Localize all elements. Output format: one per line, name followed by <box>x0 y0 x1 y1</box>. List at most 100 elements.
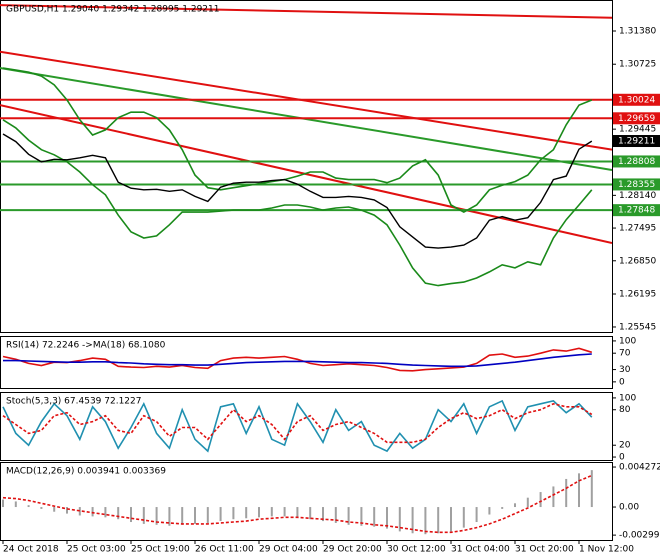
histogram-bar <box>462 507 465 528</box>
histogram-bar <box>398 507 401 532</box>
level-label-box <box>613 155 660 168</box>
histogram-bar <box>40 507 43 509</box>
series-line <box>2 133 593 249</box>
level-label: 1.29659 <box>618 114 655 124</box>
histogram-bar <box>155 507 158 525</box>
histogram-bar <box>142 507 145 524</box>
histogram-bar <box>501 507 504 509</box>
x-tick-label: 31 Oct 20:00 <box>515 545 574 555</box>
histogram-bar <box>219 507 222 522</box>
panel-frame <box>0 392 613 461</box>
y-tick-label: 1.30725 <box>619 60 656 70</box>
histogram-bar <box>14 501 17 508</box>
level-label-box <box>613 204 660 217</box>
level-label: 1.28355 <box>618 180 655 190</box>
histogram-bar <box>565 478 568 508</box>
y-tick-label: 1.28140 <box>619 191 656 201</box>
level-label: 1.27848 <box>618 206 655 216</box>
panel-frame <box>0 0 613 333</box>
y-tick-label: 80 <box>619 405 631 415</box>
panel-title: MACD(12,26,9) 0.003941 0.003369 <box>6 467 166 477</box>
y-tick-label: 1.27495 <box>619 224 656 234</box>
y-tick-label: 70 <box>619 349 631 359</box>
histogram-bar <box>117 507 120 520</box>
x-tick-label: 29 Oct 20:00 <box>323 545 382 555</box>
histogram-bar <box>270 507 273 517</box>
y-tick-label: 30 <box>619 365 631 375</box>
level-label: 1.30024 <box>618 95 655 105</box>
histogram-bar <box>2 499 4 508</box>
y-tick-label: 100 <box>619 393 636 403</box>
x-tick-label: 24 Oct 2018 <box>3 545 59 555</box>
y-tick-label: 1.31380 <box>619 26 656 36</box>
histogram-bar <box>539 492 542 508</box>
histogram-bar <box>78 507 81 516</box>
series-line <box>2 474 593 534</box>
x-tick-label: 25 Oct 19:00 <box>131 545 190 555</box>
y-tick-label: 0 <box>619 453 625 463</box>
histogram-bar <box>322 507 324 522</box>
histogram-bar <box>475 507 478 523</box>
histogram-bar <box>206 507 209 523</box>
histogram-bar <box>552 486 555 508</box>
series-line <box>3 353 592 368</box>
x-tick-label: 31 Oct 04:00 <box>451 545 510 555</box>
histogram-bar <box>424 507 427 535</box>
level-label-box <box>613 178 660 191</box>
histogram-bar <box>590 470 593 508</box>
x-tick-label: 26 Oct 11:00 <box>195 545 254 555</box>
x-tick-label: 29 Oct 04:00 <box>259 545 318 555</box>
panel-title: GBPUSD,H1 1.29040 1.29342 1.28995 1.2921… <box>6 5 219 15</box>
series-line <box>2 347 593 372</box>
histogram-bar <box>232 507 235 520</box>
histogram-bar <box>360 507 363 526</box>
histogram-bar <box>181 507 184 525</box>
series-line <box>2 67 593 214</box>
level-label: 1.28808 <box>618 157 655 167</box>
last-price-box <box>613 135 660 148</box>
histogram-bar <box>194 507 196 524</box>
histogram-bar <box>373 507 376 527</box>
histogram-bar <box>514 503 516 508</box>
histogram-bar <box>104 507 107 518</box>
y-tick-label: 0.00 <box>619 503 639 513</box>
last-price-label: 1.29211 <box>618 137 655 147</box>
histogram-bar <box>578 473 580 508</box>
level-label-box <box>613 93 660 106</box>
x-tick-label: 1 Nov 12:00 <box>579 545 634 555</box>
y-tick-label: 100 <box>619 336 636 346</box>
y-tick-label: 0.004272 <box>619 463 660 473</box>
y-tick-label: 1.26850 <box>619 256 656 266</box>
panel-frame <box>0 462 613 541</box>
y-tick-label: 0 <box>619 377 625 387</box>
panel-title: Stoch(5,3,3) 67.4539 72.1227 <box>6 397 141 407</box>
series-line <box>2 402 593 444</box>
histogram-bar <box>27 505 30 508</box>
histogram-bar <box>437 507 440 534</box>
x-tick-label: 25 Oct 03:00 <box>67 545 126 555</box>
series-line <box>2 399 593 453</box>
panel-title: RSI(14) 72.2246 ->MA(18) 68.1080 <box>6 341 166 351</box>
histogram-bar <box>168 507 171 526</box>
x-tick-label: 30 Oct 12:00 <box>387 545 446 555</box>
y-tick-label: 1.29445 <box>619 125 656 135</box>
histogram-bar <box>450 507 452 532</box>
y-tick-label: -0.002999 <box>619 531 660 541</box>
histogram-bar <box>526 497 529 508</box>
level-label-box <box>613 112 660 125</box>
histogram-bar <box>66 507 68 514</box>
y-tick-label: 1.25545 <box>619 322 656 332</box>
histogram-bar <box>130 507 132 523</box>
histogram-bar <box>488 507 491 515</box>
histogram-bar <box>386 507 388 529</box>
histogram-bar <box>347 507 350 525</box>
y-tick-label: 1.26195 <box>619 290 656 300</box>
histogram-bar <box>258 507 260 518</box>
histogram-bar <box>283 507 286 517</box>
histogram-bar <box>91 507 94 517</box>
y-tick-label: 20 <box>619 441 631 451</box>
histogram-bar <box>296 507 299 518</box>
histogram-bar <box>334 507 337 523</box>
histogram-bar <box>245 507 248 519</box>
series-line <box>2 119 593 287</box>
